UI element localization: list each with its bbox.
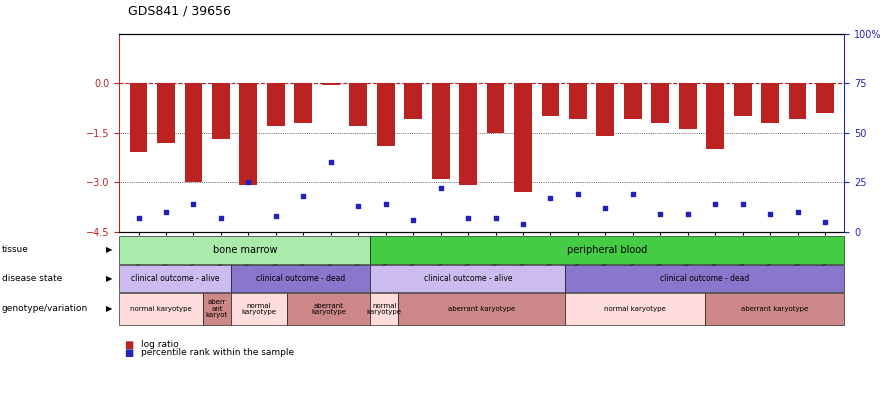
Bar	[679, 83, 697, 129]
Point	[818, 219, 832, 225]
Point	[406, 217, 420, 223]
Bar	[789, 83, 806, 120]
Point	[790, 209, 804, 215]
Point	[187, 201, 201, 207]
Bar	[349, 83, 367, 126]
Text: log ratio: log ratio	[141, 341, 179, 349]
Bar	[185, 83, 202, 182]
Bar	[486, 83, 505, 133]
Bar	[322, 83, 339, 85]
Point	[516, 221, 530, 227]
Point	[653, 211, 667, 217]
Point	[708, 201, 722, 207]
Point	[461, 215, 475, 221]
Text: normal
karyotype: normal karyotype	[367, 303, 401, 315]
Bar	[816, 83, 834, 113]
Text: bone marrow: bone marrow	[212, 245, 277, 255]
Bar	[130, 83, 148, 152]
Text: ■: ■	[124, 348, 133, 358]
Point	[763, 211, 777, 217]
Point	[269, 213, 283, 219]
Bar	[706, 83, 724, 149]
Bar	[267, 83, 285, 126]
Text: peripheral blood: peripheral blood	[568, 245, 647, 255]
Point	[132, 215, 146, 221]
Bar	[514, 83, 532, 192]
Text: clinical outcome - alive: clinical outcome - alive	[423, 274, 512, 283]
Bar	[212, 83, 230, 139]
Text: GDS841 / 39656: GDS841 / 39656	[128, 5, 231, 18]
Text: percentile rank within the sample: percentile rank within the sample	[141, 348, 294, 357]
Bar	[624, 83, 642, 120]
Point	[378, 201, 392, 207]
Point	[241, 179, 255, 185]
Text: aberrant karyotype: aberrant karyotype	[448, 306, 515, 312]
Text: clinical outcome - dead: clinical outcome - dead	[660, 274, 750, 283]
Point	[489, 215, 503, 221]
Text: ▶: ▶	[105, 274, 112, 283]
Text: disease state: disease state	[2, 274, 62, 283]
Bar	[542, 83, 560, 116]
Point	[324, 159, 338, 166]
Bar	[157, 83, 175, 143]
Point	[433, 185, 447, 191]
Bar	[404, 83, 422, 120]
Point	[351, 203, 365, 209]
Bar	[294, 83, 312, 123]
Point	[571, 191, 585, 197]
Bar	[597, 83, 614, 136]
Point	[159, 209, 173, 215]
Bar	[240, 83, 257, 185]
Text: normal karyotype: normal karyotype	[605, 306, 666, 312]
Point	[626, 191, 640, 197]
Bar	[734, 83, 751, 116]
Text: genotype/variation: genotype/variation	[2, 305, 88, 313]
Bar	[652, 83, 669, 123]
Text: aberrant karyotype: aberrant karyotype	[741, 306, 808, 312]
Point	[598, 205, 613, 211]
Bar	[431, 83, 450, 179]
Text: aberr
ant
karyot: aberr ant karyot	[206, 299, 228, 318]
Text: ■: ■	[124, 340, 133, 350]
Text: normal karyotype: normal karyotype	[130, 306, 192, 312]
Bar	[459, 83, 477, 185]
Point	[544, 195, 558, 201]
Point	[214, 215, 228, 221]
Point	[296, 193, 310, 199]
Bar	[569, 83, 587, 120]
Bar	[377, 83, 394, 146]
Text: ▶: ▶	[105, 246, 112, 254]
Text: normal
karyotype: normal karyotype	[241, 303, 276, 315]
Bar	[761, 83, 779, 123]
Text: tissue: tissue	[2, 246, 28, 254]
Text: aberrant
karyotype: aberrant karyotype	[311, 303, 346, 315]
Point	[681, 211, 695, 217]
Text: clinical outcome - alive: clinical outcome - alive	[131, 274, 219, 283]
Text: clinical outcome - dead: clinical outcome - dead	[256, 274, 345, 283]
Text: ▶: ▶	[105, 305, 112, 313]
Point	[735, 201, 750, 207]
